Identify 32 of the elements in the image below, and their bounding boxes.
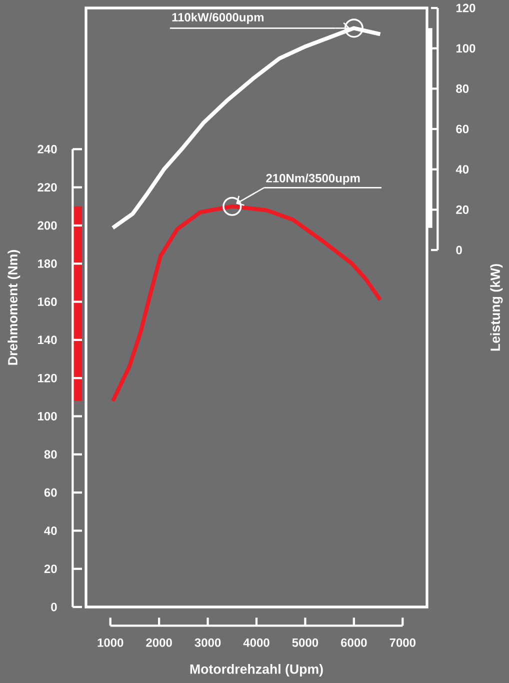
y-tick-label: 220 <box>38 183 57 192</box>
x-tick-label: 7000 <box>390 638 416 647</box>
y2-tick-label: 60 <box>456 124 469 134</box>
y2-tick-label: 120 <box>456 4 476 12</box>
x-tick-label: 4000 <box>243 638 270 647</box>
x-tick-label: 2000 <box>146 638 172 647</box>
y-tick-label: 200 <box>38 221 57 230</box>
y-tick-label: 0 <box>51 602 57 612</box>
y-tick-label: 120 <box>38 374 57 382</box>
y2-axis-title: Leistung (kW) <box>490 264 503 351</box>
y-tick-label: 60 <box>44 488 57 497</box>
x-tick-label: 5000 <box>292 638 318 647</box>
y2-tick-label: 20 <box>456 205 469 214</box>
y-tick-label: 180 <box>38 259 57 268</box>
annotation: 210Nm/3500upm <box>266 174 360 185</box>
x-tick-label: 3000 <box>194 638 221 647</box>
y-tick-label: 40 <box>44 526 57 535</box>
y-tick-label: 140 <box>38 336 57 344</box>
y2-tick-label: 40 <box>456 165 469 174</box>
y-tick-label: 20 <box>44 564 57 574</box>
y-axis-title: Drehmoment (Nm) <box>8 250 20 365</box>
y-tick-label: 100 <box>38 412 57 420</box>
x-tick-label: 6000 <box>341 638 367 647</box>
y2-tick-label: 100 <box>456 44 476 53</box>
y-tick-label: 80 <box>44 450 57 459</box>
y-tick-label: 160 <box>38 298 57 306</box>
x-tick-label: 1000 <box>98 638 124 647</box>
y2-tick-label: 80 <box>456 84 469 93</box>
y-tick-label: 240 <box>38 144 57 154</box>
annotation: 110kW/6000upm <box>172 12 264 24</box>
y2-tick-label: 0 <box>456 246 462 254</box>
x-axis-title: Motordrehzahl (Upm) <box>190 664 323 676</box>
